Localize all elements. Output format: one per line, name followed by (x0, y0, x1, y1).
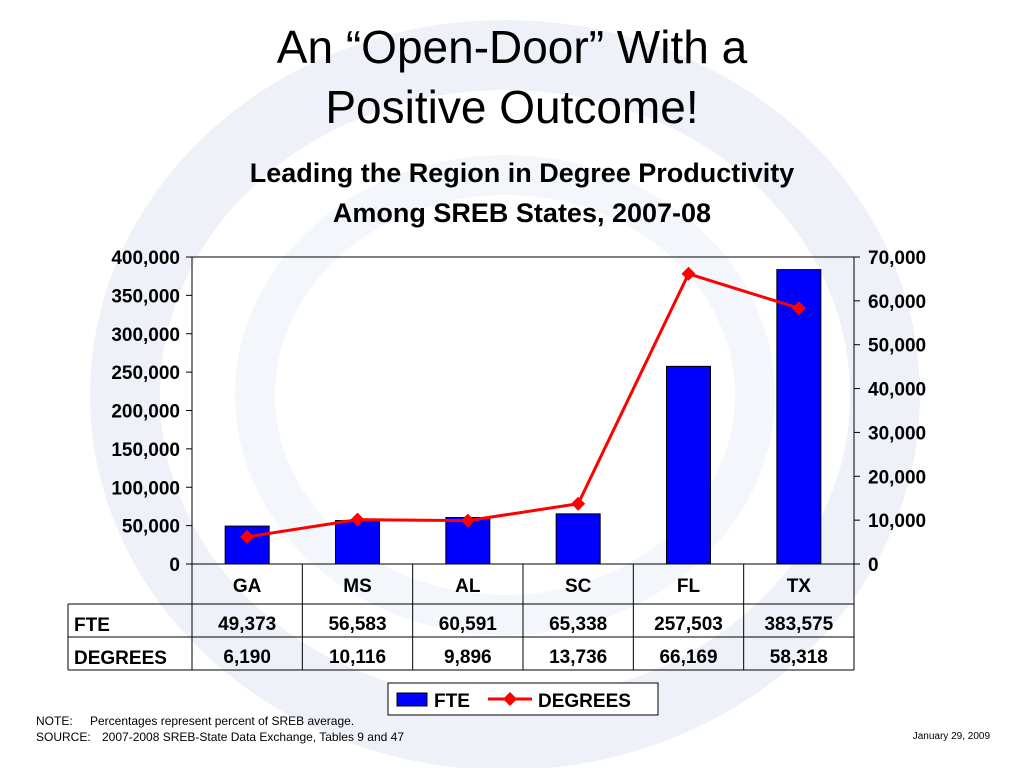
data-label-fte: 383,575 (764, 614, 833, 635)
slide-title-line-1: An “Open-Door” With a (276, 21, 748, 73)
y-right-tick-label: 10,000 (868, 511, 926, 532)
bar-fte-sc (555, 513, 601, 565)
marker-degrees-fl (681, 266, 696, 281)
y-right-tick-label: 70,000 (868, 248, 926, 269)
data-label-fte: 56,583 (328, 614, 386, 635)
bar-fte-fl (666, 365, 711, 565)
data-label-degrees: 6,190 (223, 647, 271, 668)
x-category-label: FL (677, 576, 701, 597)
y-left-tick-label: 250,000 (111, 363, 180, 384)
x-category-label: TX (787, 576, 812, 597)
y-left-tick-label: 50,000 (122, 517, 180, 538)
source-label: SOURCE: (36, 730, 91, 744)
data-label-degrees: 66,169 (659, 647, 717, 668)
slide-title-line-2: Positive Outcome! (325, 81, 699, 133)
y-left-tick-label: 350,000 (111, 286, 180, 307)
y-left-tick-label: 100,000 (111, 478, 180, 499)
legend-label-degrees: DEGREES (538, 691, 631, 712)
y-left-tick-label: 0 (169, 555, 180, 576)
line-degrees (246, 271, 800, 539)
y-right-tick-label: 50,000 (868, 336, 926, 357)
y-right-tick-label: 20,000 (868, 467, 926, 488)
plot-area (191, 256, 855, 565)
y-left-tick-label: 300,000 (111, 325, 180, 346)
data-label-degrees: 13,736 (549, 647, 607, 668)
y-right-tick-label: 30,000 (868, 423, 926, 444)
data-label-fte: 49,373 (218, 614, 276, 635)
note-line: NOTE: Percentages represent percent of SR… (36, 714, 354, 728)
y-right-tick-label: 40,000 (868, 380, 926, 401)
slide-date: January 29, 2009 (912, 731, 990, 742)
legend-label-fte: FTE (434, 691, 470, 712)
x-category-label: AL (455, 576, 481, 597)
data-label-degrees: 58,318 (770, 647, 828, 668)
bar-fte-tx (776, 269, 822, 565)
data-label-degrees: 10,116 (329, 647, 386, 668)
x-category-label: GA (233, 576, 262, 597)
source-line: SOURCE: 2007-2008 SREB-State Data Exchang… (36, 730, 404, 744)
marker-degrees-ga (240, 529, 255, 544)
chart-title-line-1: Leading the Region in Degree Productivit… (249, 158, 795, 188)
data-label-fte: 60,591 (439, 614, 498, 635)
table-row-label-fte: FTE (74, 615, 110, 636)
y-left-tick-label: 150,000 (111, 440, 180, 461)
marker-degrees-ms (350, 512, 365, 527)
x-category-label: SC (565, 576, 592, 597)
y-right-tick-label: 60,000 (868, 292, 926, 313)
table-row-label-degrees: DEGREES (74, 648, 167, 669)
marker-degrees-tx (791, 301, 806, 316)
chart-title-line-2: Among SREB States, 2007-08 (332, 198, 712, 228)
y-left-tick-label: 200,000 (111, 402, 180, 423)
data-label-fte: 65,338 (549, 614, 607, 635)
marker-degrees-al (460, 513, 475, 528)
data-label-degrees: 9,896 (444, 647, 492, 668)
y-left-tick-label: 400,000 (111, 248, 180, 269)
y-right-tick-label: 0 (868, 555, 879, 576)
note-text: Percentages represent percent of SREB av… (90, 714, 355, 728)
source-text: 2007-2008 SREB-State Data Exchange, Tabl… (102, 730, 404, 744)
legend-marker-degrees (503, 692, 517, 706)
x-category-label: MS (343, 576, 372, 597)
note-label: NOTE: (36, 714, 73, 728)
data-label-fte: 257,503 (654, 614, 723, 635)
legend-swatch-fte (396, 692, 428, 707)
bar-fte-ms (335, 520, 380, 565)
marker-degrees-sc (571, 496, 586, 511)
